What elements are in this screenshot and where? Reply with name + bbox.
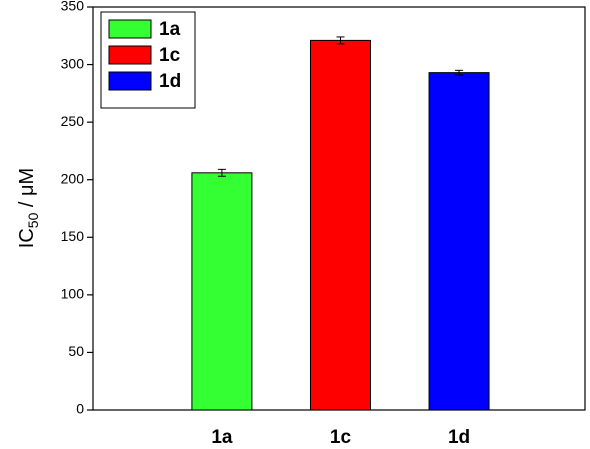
legend-swatch (108, 71, 152, 91)
x-tick-label: 1a (211, 427, 233, 448)
bar (428, 72, 490, 411)
y-label-sub: 50 (25, 212, 41, 228)
x-tick-label: 1d (448, 427, 470, 448)
legend-label: 1d (159, 71, 181, 92)
y-label-main: IC (16, 228, 38, 248)
y-tick-label: 100 (61, 286, 85, 302)
y-tick-label: 350 (61, 0, 85, 14)
y-tick-label: 0 (76, 401, 84, 417)
bar (191, 172, 253, 411)
y-label-unit: / μM (16, 168, 38, 213)
y-axis-label: IC50 / μM (16, 168, 40, 248)
y-tick-label: 150 (61, 228, 85, 244)
legend-swatch (108, 45, 152, 65)
legend-label: 1a (159, 19, 181, 40)
legend-label: 1c (159, 45, 181, 66)
x-tick-label: 1c (330, 427, 352, 448)
y-tick-label: 250 (61, 113, 85, 129)
y-tick-label: 50 (68, 343, 84, 359)
y-tick-label: 300 (61, 55, 85, 71)
bar (309, 39, 371, 411)
legend-swatch (108, 19, 152, 39)
y-tick-label: 200 (61, 170, 85, 186)
